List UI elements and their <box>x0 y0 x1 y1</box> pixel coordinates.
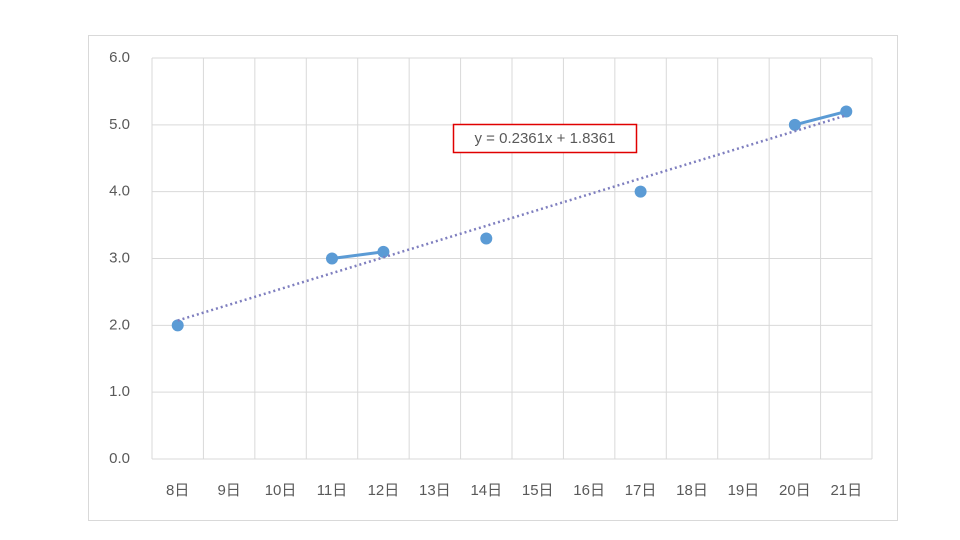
x-tick-label: 20日 <box>779 482 811 499</box>
point <box>634 185 647 198</box>
x-tick-label: 9日 <box>217 482 240 499</box>
x-tick-label: 17日 <box>625 482 657 499</box>
point <box>171 319 184 332</box>
x-tick-label: 15日 <box>522 482 554 499</box>
x-tick-label: 21日 <box>830 482 862 499</box>
point <box>480 232 493 245</box>
trendline <box>177 114 847 322</box>
point <box>840 105 853 118</box>
y-tick-label: 6.0 <box>109 49 130 66</box>
y-tick-label: 4.0 <box>109 183 130 200</box>
trend-equation: y = 0.2361x + 1.8361 <box>475 130 616 147</box>
equation-box <box>452 123 638 154</box>
x-tick-label: 14日 <box>470 482 502 499</box>
y-tick-label: 2.0 <box>109 316 130 333</box>
y-tick-label: 3.0 <box>109 249 130 266</box>
point <box>326 252 338 265</box>
point <box>788 118 801 131</box>
x-tick-label: 16日 <box>573 482 605 499</box>
x-tick-label: 10日 <box>265 482 297 499</box>
x-tick-label: 19日 <box>728 482 760 499</box>
series-line <box>331 110 847 260</box>
x-tick-label: 8日 <box>166 482 189 499</box>
chart-border <box>88 35 898 521</box>
x-tick-label: 11日 <box>317 482 348 499</box>
y-tick-label: 1.0 <box>109 383 130 400</box>
x-tick-label: 12日 <box>368 482 400 499</box>
y-tick-label: 0.0 <box>109 450 130 467</box>
point <box>377 245 390 258</box>
x-tick-label: 18日 <box>676 482 708 499</box>
x-tick-label: 13日 <box>419 482 451 499</box>
y-tick-label: 5.0 <box>109 116 130 133</box>
